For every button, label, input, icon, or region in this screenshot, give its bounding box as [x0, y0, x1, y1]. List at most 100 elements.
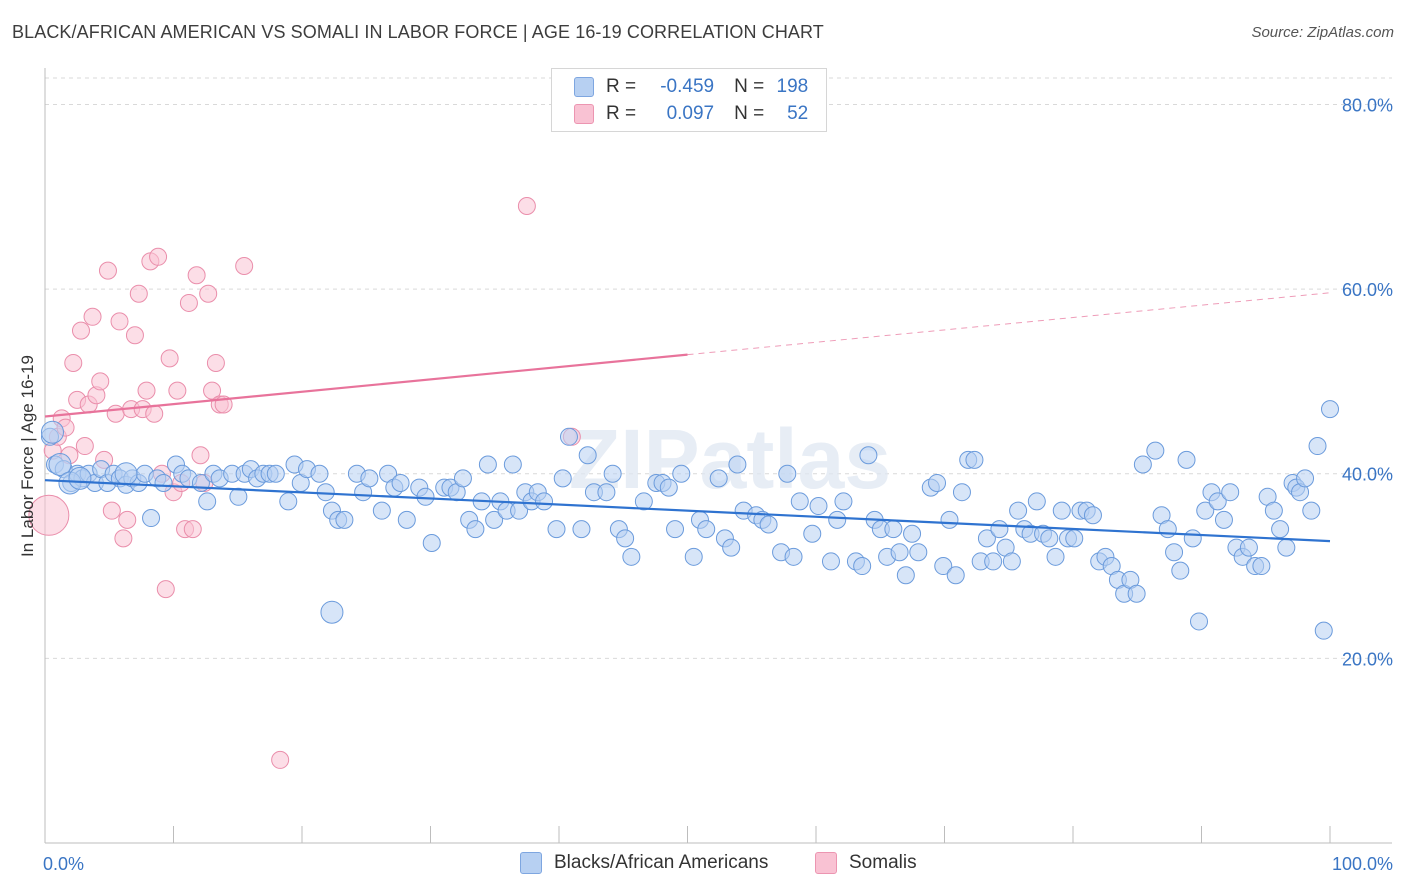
somali-point — [168, 381, 187, 400]
somali-point — [183, 520, 202, 539]
black-african-american-point — [266, 464, 285, 483]
chart-title: BLACK/AFRICAN AMERICAN VS SOMALI IN LABO… — [12, 22, 824, 42]
somali-point — [64, 353, 83, 372]
somali-point — [203, 381, 222, 400]
black-african-american-point — [572, 520, 591, 539]
y-tick-label: 40.0% — [1342, 465, 1393, 485]
black-african-american-point — [1127, 584, 1146, 603]
black-african-american-point — [466, 520, 485, 539]
y-tick-label: 20.0% — [1342, 649, 1393, 669]
legend-row-somalis: R = 0.097 N = 52 — [574, 100, 808, 128]
somali-point — [137, 381, 156, 400]
black-african-american-point — [828, 510, 847, 529]
black-african-american-point — [154, 473, 173, 492]
y-axis-label: In Labor Force | Age 16-19 — [18, 355, 37, 557]
blue-swatch-icon — [574, 77, 594, 97]
black-african-american-point — [1208, 492, 1227, 511]
black-african-american-point — [809, 497, 828, 516]
black-african-american-point — [672, 464, 691, 483]
black-african-american-point — [360, 469, 379, 488]
black-african-american-point — [279, 492, 298, 511]
pink-swatch-icon — [574, 104, 594, 124]
black-african-american-point — [1052, 501, 1071, 520]
series-legend: Blacks/African Americans Somalis — [0, 852, 1406, 878]
legend-item-somalis: Somalis — [815, 852, 917, 874]
black-african-american-points — [40, 400, 1339, 640]
black-african-american-point — [1314, 621, 1333, 640]
black-african-american-point — [416, 487, 435, 506]
blue-swatch-icon — [520, 852, 542, 874]
black-african-american-point — [422, 533, 441, 552]
somali-point — [235, 257, 254, 276]
r-label: R = — [606, 76, 637, 97]
black-african-american-point — [1040, 529, 1059, 548]
black-african-american-point — [559, 427, 578, 446]
black-african-american-point — [616, 529, 635, 548]
black-african-american-point — [503, 455, 522, 474]
black-african-american-point — [535, 492, 554, 511]
black-african-american-point — [952, 483, 971, 502]
r-label: R = — [606, 103, 637, 124]
black-african-american-point — [853, 557, 872, 576]
black-african-american-point — [1065, 529, 1084, 548]
somali-point — [145, 404, 164, 423]
black-african-american-point — [391, 473, 410, 492]
legend-row-blacks: R = -0.459 N = 198 — [574, 73, 808, 101]
watermark: ZIPatlas — [569, 412, 891, 506]
n-value: 198 — [776, 76, 809, 97]
somali-point — [75, 437, 94, 456]
black-african-american-point — [940, 510, 959, 529]
black-african-american-point — [634, 492, 653, 511]
black-african-american-point — [40, 420, 64, 444]
black-african-american-point — [803, 524, 822, 543]
black-african-american-point — [372, 501, 391, 520]
black-african-american-point — [1027, 492, 1046, 511]
black-african-american-point — [1252, 557, 1271, 576]
black-african-american-point — [1171, 561, 1190, 580]
n-label: N = — [734, 103, 765, 124]
black-african-american-point — [890, 543, 909, 562]
black-african-american-point — [697, 520, 716, 539]
black-african-american-point — [1083, 506, 1102, 525]
black-african-american-point — [946, 566, 965, 585]
black-african-american-point — [1271, 520, 1290, 539]
black-african-american-point — [1277, 538, 1296, 557]
somali-point — [199, 284, 218, 303]
somali-point — [114, 529, 133, 548]
black-african-american-point — [1177, 450, 1196, 469]
black-african-american-point — [984, 552, 1003, 571]
black-african-american-point — [142, 509, 161, 528]
black-african-american-point — [1296, 469, 1315, 488]
black-african-american-point — [1009, 501, 1028, 520]
somali-point — [91, 372, 110, 391]
somali-point — [517, 197, 536, 216]
black-african-american-point — [896, 566, 915, 585]
somali-point — [271, 750, 290, 769]
somali-point — [156, 580, 175, 599]
black-african-american-point — [977, 529, 996, 548]
y-tick-label: 60.0% — [1342, 280, 1393, 300]
black-african-american-point — [659, 478, 678, 497]
blue-trend-line — [44, 479, 1331, 543]
black-african-american-point — [310, 464, 329, 483]
black-african-american-point — [1146, 441, 1165, 460]
somali-point — [187, 266, 206, 285]
black-african-american-point — [1190, 612, 1209, 631]
pink-trend-line-extrapolated — [687, 292, 1331, 356]
somali-point — [160, 349, 179, 368]
black-african-american-point — [1308, 437, 1327, 456]
black-african-american-point — [198, 492, 217, 511]
black-african-american-point — [48, 453, 72, 476]
somali-point — [118, 510, 137, 529]
black-african-american-point — [990, 520, 1009, 539]
black-african-american-point — [965, 450, 984, 469]
legend-item-blacks: Blacks/African Americans — [520, 852, 768, 874]
black-african-american-point — [622, 547, 641, 566]
somali-point — [71, 321, 90, 340]
black-african-american-point — [1046, 547, 1065, 566]
x-tick-label: 0.0% — [43, 854, 84, 874]
black-african-american-point — [229, 487, 248, 506]
somali-point — [28, 494, 70, 536]
y-tick-label: 80.0% — [1342, 95, 1393, 115]
black-african-american-point — [934, 557, 953, 576]
